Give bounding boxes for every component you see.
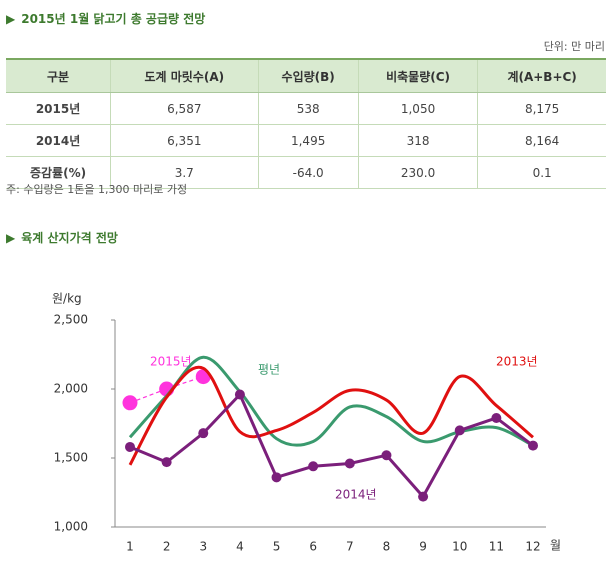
- y-tick-label: 2,500: [54, 313, 88, 327]
- x-tick-label: 7: [346, 540, 354, 554]
- series-label: 2014년: [335, 488, 377, 502]
- series-line: [128, 365, 534, 466]
- x-axis-label: 월: [550, 539, 561, 553]
- point: [125, 441, 135, 452]
- note: 주: 수입량은 1톤을 1,300 마리로 가정: [6, 183, 188, 196]
- cell: 538: [257, 92, 359, 125]
- x-tick-label: 4: [236, 540, 244, 554]
- y-tick-label: 1,000: [54, 520, 88, 534]
- cell: 1,050: [357, 92, 478, 125]
- point: [344, 458, 355, 469]
- header-cell: 도계 마릿수(A): [110, 58, 258, 93]
- y-axis-label: 원/kg: [52, 292, 82, 306]
- x-tick-label: 10: [452, 540, 467, 554]
- header-cell: 계(A+B+C): [477, 58, 606, 93]
- series-label: 평년: [258, 363, 280, 377]
- x-tick-label: 8: [383, 540, 391, 554]
- cell: -64.0: [257, 156, 359, 189]
- point: [308, 461, 319, 472]
- series-label: 2013년: [496, 355, 538, 369]
- cell: 2015년: [6, 92, 111, 125]
- row: 2015년 6,587 538 1,050 8,175: [6, 92, 606, 125]
- series-line: [129, 376, 204, 404]
- x-tick-label: 12: [525, 540, 540, 554]
- point: [198, 428, 209, 439]
- cell: 3.7: [110, 156, 258, 189]
- point: [491, 412, 502, 423]
- section-title: ▶ 2015년 1월 닭고기 총 공급량 전망: [6, 12, 206, 26]
- unit: 단위: 만 마리: [543, 40, 605, 53]
- cell: 6,351: [110, 124, 258, 157]
- cell: 8,175: [477, 92, 606, 125]
- cell: 증감률(%): [6, 156, 111, 189]
- point: [418, 491, 429, 502]
- point: [271, 472, 282, 483]
- header-cell: 수입량(B): [257, 58, 359, 93]
- section-title: ▶ 육계 산지가격 전망: [6, 231, 118, 245]
- x-tick-label: 3: [199, 540, 207, 554]
- x-tick-label: 9: [419, 540, 427, 554]
- cell: 6,587: [110, 92, 258, 125]
- point: [454, 425, 465, 436]
- title-text: 육계 산지가격 전망: [21, 231, 118, 245]
- cell: 8,164: [477, 124, 606, 157]
- cell: 230.0: [357, 156, 478, 189]
- header-row: 구분 도계 마릿수(A) 수입량(B) 비축물량(C) 계(A+B+C): [6, 58, 606, 93]
- title-text: 2015년 1월 닭고기 총 공급량 전망: [21, 12, 206, 26]
- point: [161, 457, 172, 468]
- x-tick-label: 2: [163, 540, 171, 554]
- cell: 0.1: [477, 156, 606, 189]
- series-label: 2015년: [150, 355, 192, 369]
- cell: 318: [357, 124, 478, 157]
- x-tick-label: 11: [489, 540, 504, 554]
- x-tick-label: 1: [126, 540, 134, 554]
- cell: 2014년: [6, 124, 111, 157]
- supply-table: 구분 도계 마릿수(A) 수입량(B) 비축물량(C) 계(A+B+C) 2015년 6,…: [6, 58, 606, 189]
- row: 2014년 6,351 1,495 318 8,164: [6, 124, 606, 157]
- cell: 1,495: [257, 124, 359, 157]
- header-cell: 구분: [6, 58, 111, 93]
- x-tick-label: 5: [273, 540, 281, 554]
- point: [234, 389, 245, 400]
- y-tick-label: 2,000: [54, 382, 88, 396]
- x-tick-label: 6: [309, 540, 317, 554]
- point: [122, 395, 138, 411]
- point: [381, 450, 392, 461]
- row: 증감률(%) 3.7 -64.0 230.0 0.1: [6, 156, 606, 189]
- y-tick-label: 1,500: [54, 451, 88, 465]
- point: [528, 440, 538, 451]
- series-line: [129, 391, 534, 500]
- header-cell: 비축물량(C): [357, 58, 478, 93]
